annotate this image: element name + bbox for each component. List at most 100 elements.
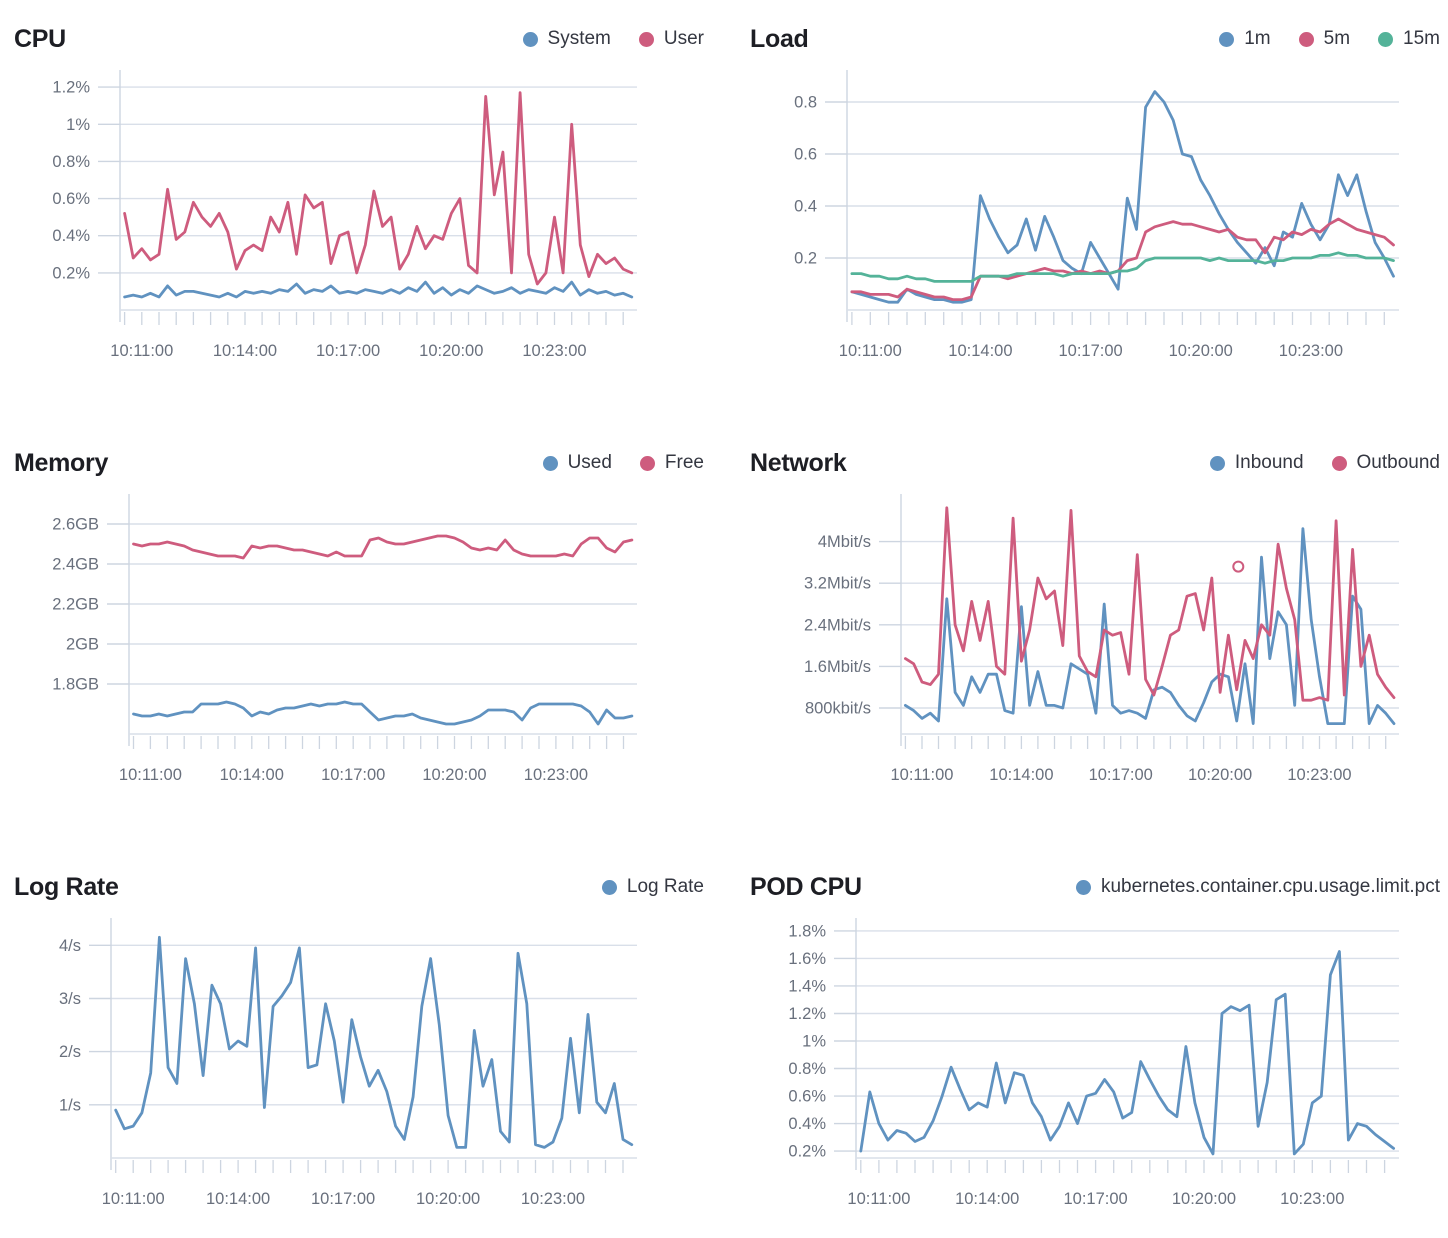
y-tick-label: 1/s xyxy=(59,1096,81,1114)
line-chart-log-rate: 1/s 2/s 3/s 4/s 10:11:00 10:14:00 10:17:00 10:2… xyxy=(59,918,637,1208)
x-tick-label: 10:17:00 xyxy=(1058,342,1122,360)
legend-dot-icon xyxy=(1075,879,1091,895)
chart-title: Log Rate xyxy=(14,872,119,901)
legend-label: 1m xyxy=(1244,28,1271,49)
y-tick-label: 1.6% xyxy=(788,950,826,968)
x-tick-label: 10:17:00 xyxy=(311,1190,375,1208)
x-tick-label: 10:14:00 xyxy=(955,1190,1019,1208)
y-tick-label: 0.8% xyxy=(52,153,90,171)
chart-header: Network Inbound Outbound xyxy=(750,442,1440,484)
y-tick-label: 1.8GB xyxy=(52,676,99,694)
chart-legend: Inbound Outbound xyxy=(1209,452,1440,474)
chart-panel-log-rate: Log Rate Log Rate 1/s 2/s 3/s 4/s 10:11:00 10… xyxy=(0,848,724,1228)
chart-header: Memory Used Free xyxy=(14,442,704,484)
legend-item-free[interactable]: Free xyxy=(639,452,704,474)
legend-item-log-rate[interactable]: Log Rate xyxy=(601,876,704,898)
legend-label: Inbound xyxy=(1234,452,1304,473)
x-tick-label: 10:14:00 xyxy=(948,342,1012,360)
chart-plot: 0.2% 0.4% 0.6% 0.8% 1% 1.2% 10:11:00 10:14:00 10… xyxy=(14,60,704,390)
legend-label: Outbound xyxy=(1356,452,1440,473)
x-tick-label: 10:23:00 xyxy=(1280,1190,1344,1208)
legend-item-outbound[interactable]: Outbound xyxy=(1331,452,1440,474)
chart-title: CPU xyxy=(14,24,66,53)
legend-item-user[interactable]: User xyxy=(638,28,704,50)
series-line-outbound xyxy=(903,506,1396,702)
y-tick-label: 1.4% xyxy=(788,977,826,995)
chart-legend: System User xyxy=(522,28,704,50)
y-tick-label: 4/s xyxy=(59,937,81,955)
chart-legend: 1m 5m 15m xyxy=(1219,28,1440,50)
series-line-15m xyxy=(850,251,1395,283)
y-tick-label: 0.2% xyxy=(788,1143,826,1161)
legend-item-5m[interactable]: 5m xyxy=(1298,28,1351,50)
y-tick-label: 2/s xyxy=(59,1043,81,1061)
legend-item-used[interactable]: Used xyxy=(542,452,612,474)
x-tick-label: 10:20:00 xyxy=(416,1190,480,1208)
legend-dot-icon xyxy=(638,31,654,47)
y-tick-label: 1% xyxy=(802,1033,826,1051)
legend-dot-icon xyxy=(601,879,617,895)
y-tick-label: 3.2Mbit/s xyxy=(804,575,871,593)
chart-panel-network: Network Inbound Outbound 800kbit/s 1.6Mbit… xyxy=(724,424,1448,848)
x-tick-label: 10:14:00 xyxy=(206,1190,270,1208)
series-line-system xyxy=(123,280,634,299)
series-line-free xyxy=(132,534,634,560)
chart-title: POD CPU xyxy=(750,872,862,901)
y-tick-label: 1.2% xyxy=(52,79,90,97)
series-line-1m xyxy=(850,90,1395,304)
y-tick-label: 0.4 xyxy=(794,198,817,216)
x-tick-label: 10:14:00 xyxy=(213,342,277,360)
chart-legend: Log Rate xyxy=(601,876,704,898)
chart-header: Log Rate Log Rate xyxy=(14,866,704,908)
legend-label: Used xyxy=(567,452,612,473)
y-tick-label: 2.6GB xyxy=(52,516,99,534)
y-tick-label: 0.2% xyxy=(52,264,90,282)
x-tick-label: 10:17:00 xyxy=(1063,1190,1127,1208)
y-tick-label: 1.2% xyxy=(788,1005,826,1023)
chart-title: Network xyxy=(750,448,847,477)
legend-label: Free xyxy=(664,452,704,473)
chart-header: Load 1m 5m 15m xyxy=(750,18,1440,60)
legend-item-inbound[interactable]: Inbound xyxy=(1209,452,1304,474)
chart-plot: 800kbit/s 1.6Mbit/s 2.4Mbit/s 3.2Mbit/s 4Mbi… xyxy=(750,484,1440,814)
chart-header: POD CPU kubernetes.container.cpu.usage.l… xyxy=(750,866,1440,908)
legend-item-kubernetes-container-cpu-usage-limit-pct[interactable]: kubernetes.container.cpu.usage.limit.pct xyxy=(1075,876,1440,898)
y-tick-label: 0.6% xyxy=(788,1088,826,1106)
legend-dot-icon xyxy=(1219,31,1235,47)
x-tick-label: 10:17:00 xyxy=(316,342,380,360)
chart-panel-cpu: CPU System User 0.2% 0.4% 0.6% 0.8% 1% 1.2% 10:… xyxy=(0,0,724,424)
chart-plot: 1.8GB 2GB 2.2GB 2.4GB 2.6GB 10:11:00 10:14:00 1… xyxy=(14,484,704,814)
legend-dot-icon xyxy=(522,31,538,47)
line-chart-cpu: 0.2% 0.4% 0.6% 0.8% 1% 1.2% 10:11:00 10:14:00 10… xyxy=(52,70,637,360)
legend-label: 5m xyxy=(1323,28,1351,49)
x-tick-label: 10:20:00 xyxy=(422,766,486,784)
chart-legend: kubernetes.container.cpu.usage.limit.pct xyxy=(1075,876,1440,898)
series-line-user xyxy=(123,91,634,286)
y-tick-label: 0.2 xyxy=(794,250,817,268)
y-tick-label: 1.8% xyxy=(788,922,826,940)
chart-panel-pod-cpu: POD CPU kubernetes.container.cpu.usage.l… xyxy=(724,848,1448,1228)
x-tick-label: 10:20:00 xyxy=(1188,766,1252,784)
x-tick-label: 10:11:00 xyxy=(102,1190,165,1208)
legend-item-1m[interactable]: 1m xyxy=(1219,28,1271,50)
x-tick-label: 10:14:00 xyxy=(989,766,1053,784)
chart-title: Memory xyxy=(14,448,109,477)
y-tick-label: 2.2GB xyxy=(52,596,99,614)
y-tick-label: 1.6Mbit/s xyxy=(804,658,871,676)
x-tick-label: 10:17:00 xyxy=(321,766,385,784)
y-tick-label: 0.6% xyxy=(52,190,90,208)
legend-item-system[interactable]: System xyxy=(522,28,611,50)
legend-dot-icon xyxy=(1378,31,1394,47)
legend-label: kubernetes.container.cpu.usage.limit.pct xyxy=(1100,876,1440,897)
series-line-inbound xyxy=(903,527,1396,726)
x-tick-label: 10:23:00 xyxy=(522,342,586,360)
line-chart-load: 0.2 0.4 0.6 0.8 10:11:00 10:14:00 10:17:00 10:2… xyxy=(794,70,1399,360)
line-chart-network: 800kbit/s 1.6Mbit/s 2.4Mbit/s 3.2Mbit/s 4Mbi… xyxy=(804,494,1399,784)
legend-item-15m[interactable]: 15m xyxy=(1378,28,1440,50)
y-tick-label: 0.4% xyxy=(788,1115,826,1133)
y-tick-label: 0.4% xyxy=(52,227,90,245)
y-tick-label: 2GB xyxy=(66,636,99,654)
x-tick-label: 10:11:00 xyxy=(110,342,173,360)
series-line-used xyxy=(132,700,634,726)
